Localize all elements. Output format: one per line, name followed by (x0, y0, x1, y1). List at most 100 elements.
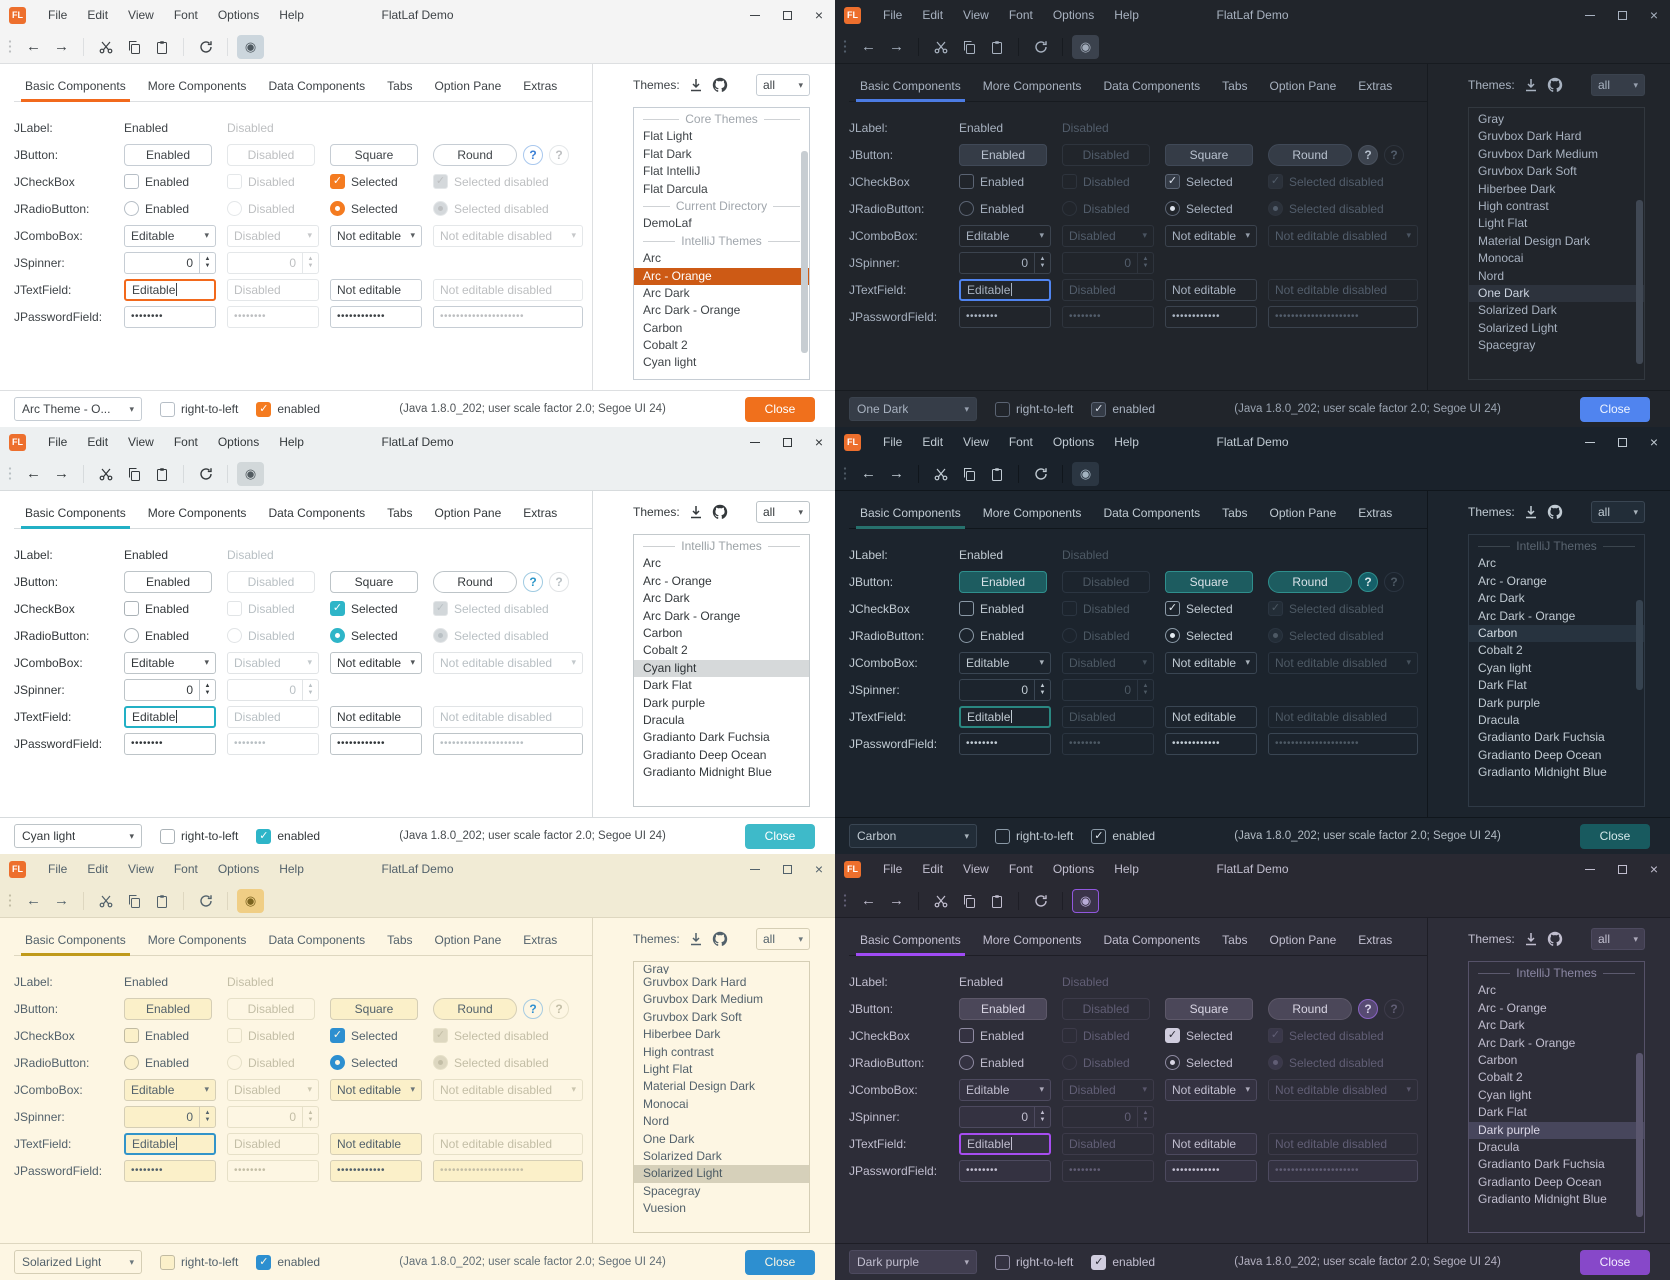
menu-help[interactable]: Help (1114, 8, 1139, 22)
close-window-button[interactable]: × (814, 7, 824, 23)
jcheckbox-enabled[interactable]: Enabled (959, 1022, 1062, 1049)
theme-item[interactable]: Carbon (643, 320, 683, 335)
jradiobutton-enabled[interactable]: Enabled (959, 1049, 1062, 1076)
jbutton-square[interactable]: Square (1165, 143, 1253, 166)
jbutton-enabled[interactable]: Enabled (124, 570, 212, 593)
menu-font[interactable]: Font (173, 435, 198, 449)
jcheckbox-enabled[interactable]: Enabled (124, 1022, 227, 1049)
menu-edit[interactable]: Edit (922, 435, 944, 449)
close-button[interactable]: Close (1580, 396, 1650, 422)
tab-basic-components[interactable]: Basic Components (849, 73, 972, 102)
help-button[interactable]: ? (523, 571, 543, 592)
themes-filter-dropdown[interactable]: all ▾ (1591, 74, 1645, 96)
github-button[interactable] (712, 504, 728, 520)
spinner-up-icon[interactable]: ▲ (204, 255, 211, 262)
jspinner-enabled[interactable]: 0 ▲ ▼ (124, 1105, 216, 1128)
jcheckbox-selected[interactable]: ✓ Selected (330, 168, 433, 195)
paste-button[interactable] (149, 35, 174, 59)
menu-options[interactable]: Options (217, 8, 260, 22)
tab-extras[interactable]: Extras (523, 933, 558, 947)
right-to-left-checkbox[interactable]: right-to-left (995, 401, 1073, 417)
jpasswordfield-enabled[interactable]: •••••••• (124, 732, 216, 755)
menu-options[interactable]: Options (1052, 8, 1095, 22)
cut-button[interactable] (93, 462, 118, 486)
jradiobutton-enabled[interactable]: Enabled (124, 195, 227, 222)
jbutton-round[interactable]: Round (1268, 997, 1352, 1020)
close-window-button[interactable]: × (814, 434, 824, 450)
theme-item[interactable]: Dark Flat (1478, 1105, 1527, 1120)
menu-edit[interactable]: Edit (87, 8, 109, 22)
spinner-down-icon[interactable]: ▼ (204, 262, 211, 269)
tab-data-components[interactable]: Data Components (1103, 506, 1201, 520)
github-button[interactable] (1547, 931, 1563, 947)
toolbar-grip[interactable] (8, 38, 12, 55)
tab-data-components[interactable]: Data Components (268, 79, 366, 93)
menu-font[interactable]: Font (1008, 8, 1033, 22)
tab-extras[interactable]: Extras (1358, 933, 1393, 947)
menu-help[interactable]: Help (279, 862, 304, 876)
theme-item[interactable]: One Dark (643, 1131, 695, 1146)
tab-data-components[interactable]: Data Components (268, 933, 366, 947)
maximize-button[interactable] (771, 427, 803, 457)
download-button[interactable] (689, 932, 703, 946)
theme-item[interactable]: Gradianto Midnight Blue (1478, 1192, 1607, 1207)
menu-options[interactable]: Options (217, 862, 260, 876)
jradiobutton-enabled[interactable]: Enabled (959, 622, 1062, 649)
tab-more-components[interactable]: More Components (147, 506, 247, 520)
maximize-button[interactable] (1606, 427, 1638, 457)
jcombobox-not-editable[interactable]: Not editable ▾ (330, 224, 422, 247)
jradiobutton-selected[interactable]: Selected (330, 195, 433, 222)
theme-item[interactable]: Flat Darcula (643, 181, 708, 196)
jtextfield-editable[interactable]: Editable (959, 705, 1051, 728)
back-button[interactable]: ← (861, 892, 876, 909)
jcombobox-editable[interactable]: Editable ▾ (124, 1078, 216, 1101)
themes-filter-dropdown[interactable]: all ▾ (756, 74, 810, 96)
inspect-toggle-button[interactable]: ◉ (237, 461, 264, 486)
theme-item[interactable]: Gradianto Deep Ocean (643, 747, 767, 762)
jcombobox-not-editable[interactable]: Not editable ▾ (330, 1078, 422, 1101)
jcombobox-not-editable[interactable]: Not editable ▾ (1165, 651, 1257, 674)
theme-item[interactable]: Gradianto Midnight Blue (1478, 765, 1607, 780)
menu-font[interactable]: Font (173, 8, 198, 22)
tab-data-components[interactable]: Data Components (1103, 933, 1201, 947)
jbutton-round[interactable]: Round (433, 143, 517, 166)
menu-view[interactable]: View (128, 862, 154, 876)
theme-item[interactable]: Spacegray (1478, 338, 1536, 353)
jcombobox-editable[interactable]: Editable ▾ (124, 651, 216, 674)
download-button[interactable] (1524, 78, 1538, 92)
theme-item[interactable]: One Dark (1469, 284, 1644, 303)
enabled-checkbox[interactable]: ✓ enabled (1091, 401, 1155, 417)
themes-scrollbar[interactable] (801, 150, 808, 353)
theme-select-dropdown[interactable]: Carbon ▾ (849, 824, 977, 848)
jbutton-square[interactable]: Square (330, 143, 418, 166)
jcheckbox-selected[interactable]: ✓ Selected (330, 1022, 433, 1049)
paste-button[interactable] (984, 889, 1009, 913)
theme-item[interactable]: Arc (643, 251, 661, 266)
enabled-checkbox[interactable]: ✓ enabled (1091, 1254, 1155, 1270)
download-button[interactable] (1524, 505, 1538, 519)
tab-basic-components[interactable]: Basic Components (849, 927, 972, 956)
close-window-button[interactable]: × (1649, 861, 1659, 877)
tab-option-pane[interactable]: Option Pane (434, 933, 502, 947)
tab-extras[interactable]: Extras (1358, 506, 1393, 520)
menu-view[interactable]: View (963, 862, 989, 876)
theme-item[interactable]: Gruvbox Dark Soft (643, 1009, 742, 1024)
github-button[interactable] (1547, 504, 1563, 520)
theme-item[interactable]: Dracula (1478, 712, 1520, 727)
menu-file[interactable]: File (48, 435, 68, 449)
jtextfield-editable[interactable]: Editable (959, 278, 1051, 301)
cut-button[interactable] (928, 462, 953, 486)
jspinner-enabled[interactable]: 0 ▲ ▼ (959, 678, 1051, 701)
tab-basic-components[interactable]: Basic Components (14, 73, 137, 102)
minimize-button[interactable] (1574, 0, 1606, 30)
theme-item[interactable]: Dark purple (1478, 695, 1541, 710)
theme-item[interactable]: Arc Dark - Orange (643, 303, 741, 318)
menu-file[interactable]: File (883, 8, 903, 22)
jradiobutton-enabled[interactable]: Enabled (959, 195, 1062, 222)
close-window-button[interactable]: × (1649, 434, 1659, 450)
spinner-down-icon[interactable]: ▼ (204, 689, 211, 696)
menu-options[interactable]: Options (1052, 862, 1095, 876)
tab-option-pane[interactable]: Option Pane (1269, 933, 1337, 947)
theme-item[interactable]: Cobalt 2 (1478, 1070, 1523, 1085)
theme-item[interactable]: Arc - Orange (634, 267, 809, 285)
